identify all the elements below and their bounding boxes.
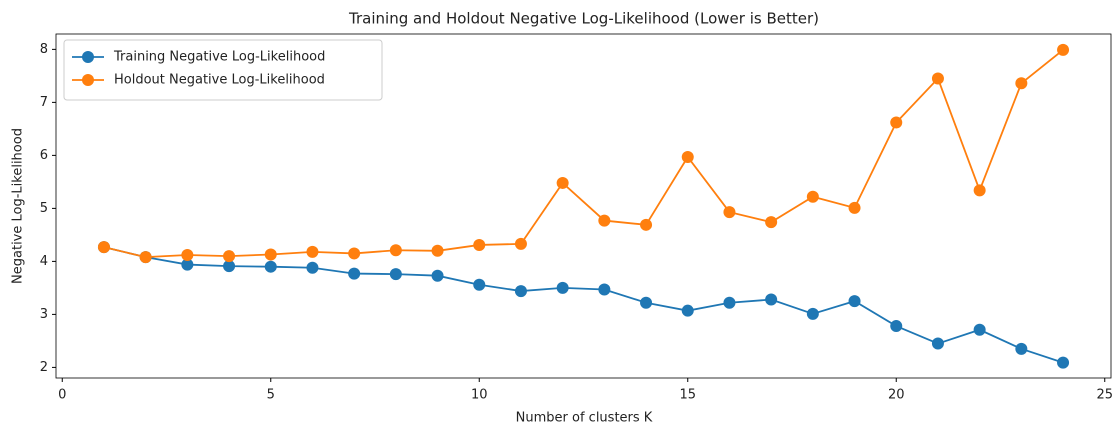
y-tick-label: 6 xyxy=(40,148,48,163)
data-point xyxy=(514,285,527,298)
data-point xyxy=(473,278,486,291)
y-tick-label: 8 xyxy=(40,42,48,57)
data-point xyxy=(765,216,778,229)
data-point xyxy=(181,258,194,271)
x-tick-label: 5 xyxy=(267,388,275,403)
data-point xyxy=(514,237,527,250)
data-point xyxy=(223,250,236,263)
data-point xyxy=(1057,356,1070,369)
legend-box xyxy=(63,39,383,101)
data-point xyxy=(848,295,861,308)
x-tick-label: 25 xyxy=(1096,388,1113,403)
legend: Training Negative Log-Likelihood Holdout … xyxy=(63,39,383,101)
y-axis-label: Negative Log-Likelihood xyxy=(11,128,26,284)
legend-label: Holdout Negative Log-Likelihood xyxy=(114,73,325,88)
data-point xyxy=(306,261,319,274)
data-point xyxy=(431,269,444,282)
data-point xyxy=(348,247,361,260)
data-point xyxy=(931,337,944,350)
data-point xyxy=(264,248,277,261)
data-point xyxy=(1015,77,1028,90)
data-point xyxy=(723,206,736,219)
x-tick-label: 10 xyxy=(471,388,488,403)
data-point xyxy=(1015,342,1028,355)
data-point xyxy=(640,296,653,309)
data-point xyxy=(890,116,903,129)
data-point xyxy=(348,267,361,280)
data-point xyxy=(389,268,402,281)
data-point xyxy=(556,176,569,189)
x-axis-label: Number of clusters K xyxy=(516,411,653,426)
data-point xyxy=(264,260,277,273)
data-point xyxy=(723,296,736,309)
y-tick-label: 2 xyxy=(40,360,48,375)
y-tick-label: 4 xyxy=(40,254,48,269)
legend-label: Training Negative Log-Likelihood xyxy=(113,50,325,65)
x-tick-label: 0 xyxy=(58,388,66,403)
data-point xyxy=(389,244,402,257)
data-point xyxy=(97,241,110,254)
data-point xyxy=(931,72,944,85)
legend-marker xyxy=(82,51,94,63)
data-point xyxy=(139,251,152,264)
data-point xyxy=(765,293,778,306)
data-point xyxy=(806,190,819,203)
series-line xyxy=(103,246,1064,364)
data-point xyxy=(431,244,444,257)
data-point xyxy=(598,214,611,227)
data-point xyxy=(598,283,611,296)
data-point xyxy=(890,320,903,333)
data-point xyxy=(223,260,236,273)
data-point xyxy=(306,245,319,258)
y-tick-label: 5 xyxy=(40,201,48,216)
data-point xyxy=(681,304,694,317)
data-point xyxy=(848,201,861,214)
data-point xyxy=(681,150,694,163)
data-point xyxy=(806,307,819,320)
data-point xyxy=(556,281,569,294)
data-point xyxy=(1057,43,1070,56)
x-tick-label: 15 xyxy=(679,388,696,403)
data-point xyxy=(973,323,986,336)
data-point xyxy=(640,218,653,231)
chart-title: Training and Holdout Negative Log-Likeli… xyxy=(348,10,819,28)
y-tick-label: 3 xyxy=(40,307,48,322)
plot-frame xyxy=(55,33,1112,379)
x-tick-label: 20 xyxy=(888,388,905,403)
legend-marker xyxy=(82,74,94,86)
y-tick-label: 7 xyxy=(40,95,48,110)
data-point xyxy=(473,238,486,251)
series-line xyxy=(103,49,1064,259)
data-point xyxy=(973,184,986,197)
data-point xyxy=(181,249,194,262)
